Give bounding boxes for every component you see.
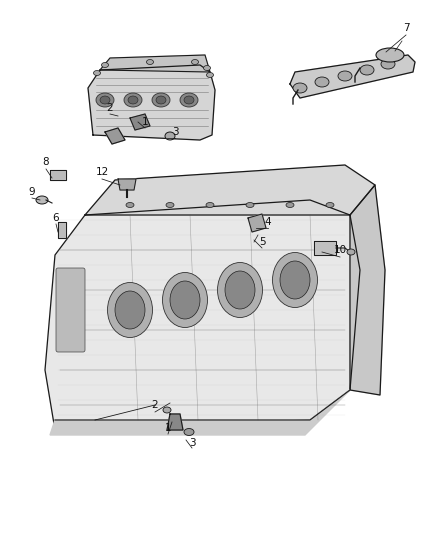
Ellipse shape bbox=[115, 291, 145, 329]
Ellipse shape bbox=[124, 93, 142, 107]
Polygon shape bbox=[85, 165, 375, 215]
Text: 4: 4 bbox=[265, 217, 271, 227]
Ellipse shape bbox=[96, 93, 114, 107]
Ellipse shape bbox=[107, 282, 152, 337]
Ellipse shape bbox=[100, 96, 110, 104]
Text: 9: 9 bbox=[28, 187, 35, 197]
Text: 1: 1 bbox=[165, 423, 171, 433]
Ellipse shape bbox=[180, 93, 198, 107]
Polygon shape bbox=[88, 65, 215, 140]
Ellipse shape bbox=[347, 249, 355, 255]
Ellipse shape bbox=[218, 262, 262, 318]
Polygon shape bbox=[350, 185, 385, 395]
Polygon shape bbox=[248, 214, 266, 232]
Text: 3: 3 bbox=[189, 438, 195, 448]
Ellipse shape bbox=[166, 203, 174, 207]
Text: 5: 5 bbox=[259, 237, 265, 247]
Ellipse shape bbox=[93, 70, 100, 76]
Polygon shape bbox=[50, 170, 66, 180]
Text: 2: 2 bbox=[107, 103, 113, 113]
Ellipse shape bbox=[102, 62, 109, 68]
Text: 2: 2 bbox=[152, 400, 158, 410]
Ellipse shape bbox=[36, 196, 48, 204]
Polygon shape bbox=[58, 222, 66, 238]
Ellipse shape bbox=[246, 203, 254, 207]
Polygon shape bbox=[118, 179, 136, 190]
Ellipse shape bbox=[280, 261, 310, 299]
Polygon shape bbox=[130, 114, 150, 130]
Polygon shape bbox=[105, 128, 125, 144]
Ellipse shape bbox=[206, 203, 214, 207]
Polygon shape bbox=[314, 241, 336, 255]
Ellipse shape bbox=[272, 253, 318, 308]
Ellipse shape bbox=[191, 60, 198, 64]
Ellipse shape bbox=[152, 93, 170, 107]
Ellipse shape bbox=[204, 66, 211, 70]
Text: 8: 8 bbox=[42, 157, 49, 167]
Ellipse shape bbox=[162, 272, 208, 327]
Ellipse shape bbox=[170, 281, 200, 319]
FancyBboxPatch shape bbox=[56, 268, 85, 352]
Polygon shape bbox=[100, 55, 210, 72]
Ellipse shape bbox=[315, 77, 329, 87]
Ellipse shape bbox=[146, 60, 153, 64]
Ellipse shape bbox=[126, 203, 134, 207]
Ellipse shape bbox=[163, 407, 171, 413]
Polygon shape bbox=[167, 414, 183, 430]
Ellipse shape bbox=[376, 48, 404, 62]
Text: 10: 10 bbox=[333, 245, 346, 255]
Text: 12: 12 bbox=[95, 167, 109, 177]
Ellipse shape bbox=[338, 71, 352, 81]
Polygon shape bbox=[50, 390, 350, 435]
Ellipse shape bbox=[156, 96, 166, 104]
Text: 1: 1 bbox=[141, 117, 148, 127]
Ellipse shape bbox=[293, 83, 307, 93]
Ellipse shape bbox=[360, 65, 374, 75]
Text: 7: 7 bbox=[403, 23, 410, 33]
Polygon shape bbox=[290, 55, 415, 98]
Ellipse shape bbox=[128, 96, 138, 104]
Ellipse shape bbox=[225, 271, 255, 309]
Ellipse shape bbox=[184, 429, 194, 435]
Ellipse shape bbox=[326, 203, 334, 207]
Text: 6: 6 bbox=[53, 213, 59, 223]
Ellipse shape bbox=[184, 96, 194, 104]
Ellipse shape bbox=[165, 132, 175, 140]
Ellipse shape bbox=[206, 72, 213, 77]
Text: 3: 3 bbox=[172, 127, 178, 137]
Polygon shape bbox=[45, 200, 360, 430]
Ellipse shape bbox=[381, 59, 395, 69]
Ellipse shape bbox=[286, 203, 294, 207]
